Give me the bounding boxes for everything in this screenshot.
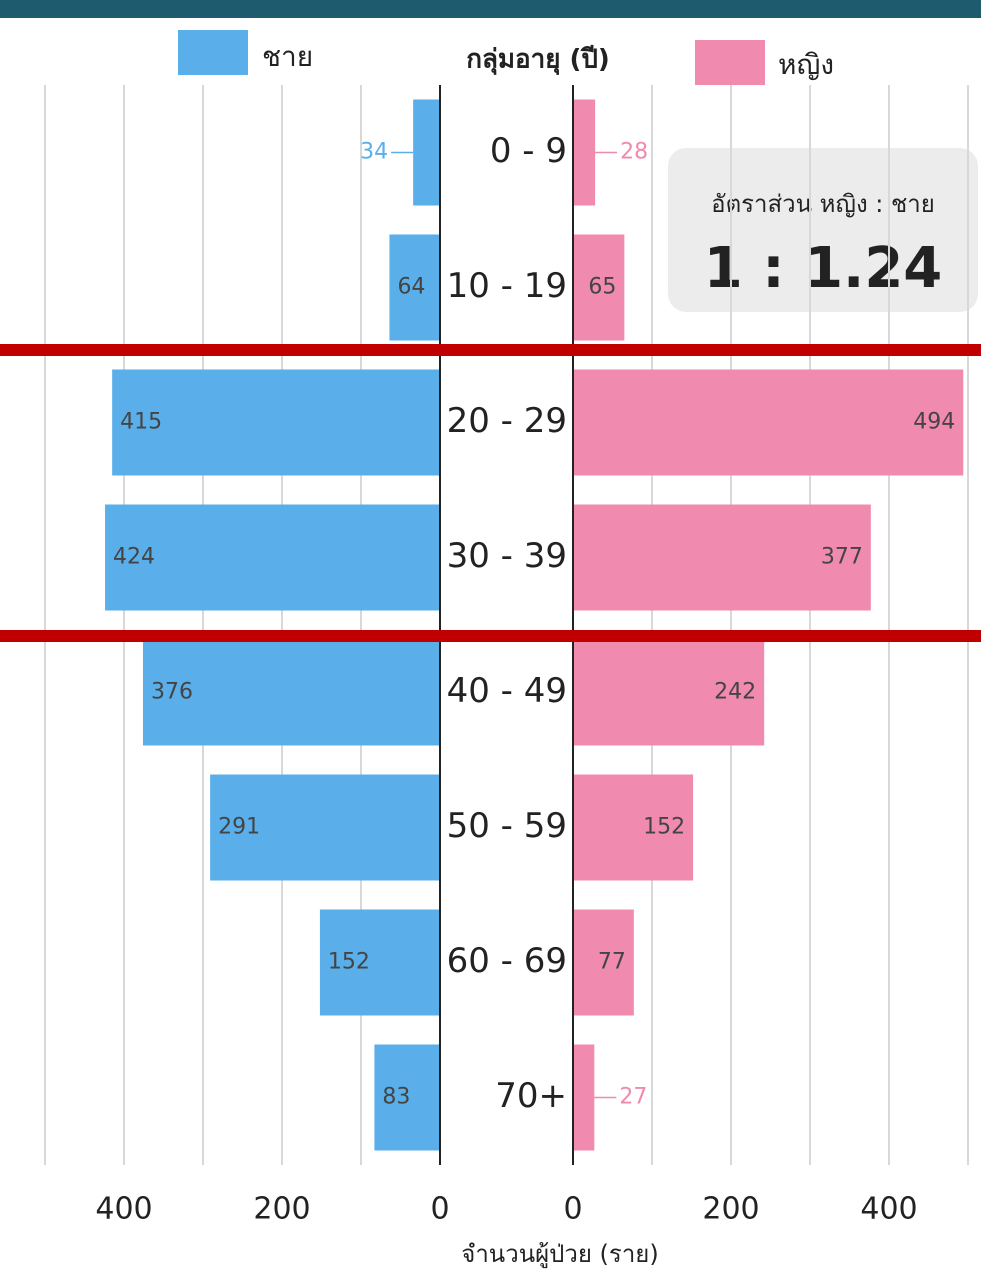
value-label: 77 bbox=[598, 950, 626, 975]
category-label: 30 - 39 bbox=[447, 536, 567, 576]
category-label: 70+ bbox=[495, 1076, 567, 1116]
highlight-line bbox=[0, 344, 981, 356]
legend-swatch bbox=[695, 40, 765, 85]
value-label: 415 bbox=[120, 410, 162, 435]
bar bbox=[573, 909, 634, 1016]
value-label: 242 bbox=[714, 680, 756, 705]
x-tick-label: 0 bbox=[563, 1192, 582, 1227]
bar bbox=[389, 234, 440, 341]
bar bbox=[105, 504, 440, 611]
bar bbox=[112, 369, 441, 476]
value-label: 424 bbox=[113, 545, 155, 570]
legend-label: หญิง bbox=[778, 48, 834, 81]
x-tick-label: 400 bbox=[860, 1192, 917, 1227]
value-label: 28 bbox=[620, 140, 648, 165]
bar bbox=[573, 639, 765, 746]
value-label: 494 bbox=[913, 410, 955, 435]
value-label: 27 bbox=[619, 1085, 647, 1110]
bar bbox=[413, 99, 440, 206]
bar bbox=[573, 774, 694, 881]
value-label: 83 bbox=[382, 1085, 410, 1110]
bar bbox=[142, 639, 440, 746]
bar bbox=[573, 234, 625, 341]
value-label: 376 bbox=[151, 680, 193, 705]
bar bbox=[374, 1044, 440, 1151]
bar bbox=[210, 774, 440, 881]
highlight-line bbox=[0, 630, 981, 642]
bar bbox=[573, 99, 596, 206]
header-band bbox=[0, 0, 981, 18]
bar bbox=[319, 909, 440, 1016]
category-label: 10 - 19 bbox=[447, 266, 567, 306]
bar bbox=[573, 504, 871, 611]
category-header: กลุ่มอายุ (ปี) bbox=[466, 45, 610, 76]
value-label: 291 bbox=[218, 815, 260, 840]
category-label: 50 - 59 bbox=[447, 806, 567, 846]
value-label: 34 bbox=[360, 140, 388, 165]
category-label: 60 - 69 bbox=[447, 941, 567, 981]
legend-label: ชาย bbox=[262, 40, 313, 73]
category-label: 0 - 9 bbox=[490, 131, 567, 171]
value-label: 152 bbox=[328, 950, 370, 975]
legend-swatch bbox=[178, 30, 248, 75]
ratio-value: 1 : 1.24 bbox=[704, 236, 943, 301]
category-label: 40 - 49 bbox=[447, 671, 567, 711]
x-tick-label: 400 bbox=[95, 1192, 152, 1227]
x-tick-label: 0 bbox=[430, 1192, 449, 1227]
ratio-box bbox=[668, 148, 978, 312]
category-label: 20 - 29 bbox=[447, 401, 567, 441]
x-tick-label: 200 bbox=[253, 1192, 310, 1227]
value-label: 377 bbox=[821, 545, 863, 570]
bar bbox=[573, 369, 964, 476]
value-label: 64 bbox=[397, 275, 425, 300]
x-axis-label: จำนวนผู้ป่วย (ราย) bbox=[461, 1240, 658, 1269]
value-label: 152 bbox=[643, 815, 685, 840]
ratio-label: อัตราส่วน หญิง : ชาย bbox=[711, 190, 935, 218]
x-tick-label: 200 bbox=[702, 1192, 759, 1227]
value-label: 65 bbox=[588, 275, 616, 300]
bar bbox=[573, 1044, 595, 1151]
